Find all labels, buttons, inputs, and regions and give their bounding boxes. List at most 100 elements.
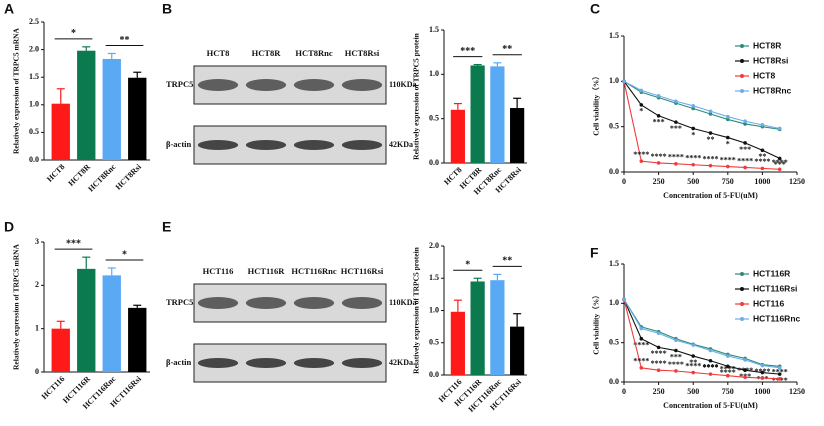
significance-label: **** <box>703 363 719 372</box>
legend-marker <box>740 272 744 276</box>
x-tick-label: 500 <box>687 177 699 186</box>
blot-band <box>341 297 383 309</box>
legend-marker <box>740 74 744 78</box>
x-tick-label: 1250 <box>789 177 805 186</box>
data-point <box>726 373 730 378</box>
x-tick-label: HCT8Rsi <box>114 162 144 192</box>
x-tick-label: 750 <box>722 177 734 186</box>
blot-band <box>245 297 287 309</box>
bar <box>51 103 70 160</box>
data-point <box>639 326 644 331</box>
data-point <box>760 363 765 368</box>
legend-label: HCT116Rsi <box>753 283 797 293</box>
significance-label: **** <box>633 150 649 159</box>
y-axis-label: Cell viability（%） <box>591 72 601 136</box>
significance-label: **** <box>651 349 667 358</box>
data-point <box>639 159 644 163</box>
panel-label: B <box>162 1 172 17</box>
y-tick-label: 2.0 <box>429 241 439 250</box>
blot-band <box>293 140 335 150</box>
x-tick-label: 1000 <box>754 177 770 186</box>
y-tick-label: 0.0 <box>429 158 439 167</box>
y-tick-label: 0.0 <box>609 377 619 386</box>
blot-band <box>197 358 239 368</box>
data-point <box>674 338 678 343</box>
bar <box>450 311 465 375</box>
data-point <box>656 161 661 165</box>
panel-label: D <box>4 219 14 235</box>
data-point <box>777 366 782 370</box>
series-line <box>623 80 780 130</box>
data-point <box>726 164 730 169</box>
y-tick-label: 0.0 <box>429 370 439 379</box>
significance-label: **** <box>668 360 684 369</box>
y-tick-label: 1.0 <box>609 298 619 307</box>
significance-label: ** <box>758 152 766 161</box>
data-point <box>777 167 782 172</box>
x-tick-label: 0 <box>622 177 626 186</box>
row-label: TRPC5 <box>166 297 193 307</box>
data-point <box>726 117 730 122</box>
y-tick-label: 1.0 <box>29 100 39 109</box>
legend-label: HCT116R <box>753 268 790 278</box>
y-axis-label: Relatively expression of TRPC5 mRNA <box>12 27 21 154</box>
x-tick-label: 250 <box>653 387 665 396</box>
data-point <box>691 104 695 108</box>
significance-label: **** <box>633 357 649 366</box>
data-point <box>760 123 765 127</box>
data-point <box>674 99 678 104</box>
data-point <box>708 163 713 168</box>
lane-label: HCT116Rnc <box>291 266 337 276</box>
bar <box>102 275 121 372</box>
blot-band <box>293 297 335 309</box>
y-tick-label: 1.0 <box>429 69 439 78</box>
bar <box>510 326 525 375</box>
bar <box>510 108 525 163</box>
significance-label: *** <box>66 238 81 249</box>
significance-label: ** <box>689 358 697 367</box>
data-point <box>743 119 747 124</box>
y-tick-label: 0.5 <box>29 127 39 136</box>
significance-label: *** <box>670 124 682 133</box>
bar <box>450 109 465 163</box>
significance-label: **** <box>668 153 684 162</box>
blot-band <box>341 358 383 368</box>
bar <box>77 50 96 161</box>
blot-band <box>341 140 383 150</box>
bar <box>128 77 147 160</box>
legend-marker <box>740 287 744 291</box>
data-point <box>639 366 644 370</box>
data-point <box>656 368 661 373</box>
y-tick-label: 1.0 <box>609 76 619 85</box>
data-point <box>708 131 713 135</box>
y-axis-label: Cell viability（%） <box>591 291 601 355</box>
bar <box>128 307 147 372</box>
legend-label: HCT8Rsi <box>753 55 788 65</box>
significance-label: *** <box>653 118 665 127</box>
significance-label: **** <box>685 361 701 370</box>
data-point <box>708 358 713 363</box>
data-point <box>674 348 678 353</box>
legend-marker <box>740 59 744 63</box>
y-tick-label: 0.5 <box>429 113 439 122</box>
significance-label: * <box>726 139 730 148</box>
significance-label: **** <box>651 359 667 368</box>
significance-label: * <box>122 249 127 260</box>
lane-label: HCT116Rsi <box>341 266 384 276</box>
significance-label: **** <box>703 363 719 372</box>
data-point <box>777 377 782 381</box>
panel-label: C <box>590 1 600 17</box>
data-point <box>656 345 661 350</box>
significance-label: *** <box>670 352 682 361</box>
x-tick-label: 500 <box>687 387 699 396</box>
significance-label: **** <box>772 158 788 167</box>
significance-label: *** <box>460 46 475 57</box>
y-tick-label: 0.5 <box>609 121 619 130</box>
y-tick-label: 1.5 <box>609 31 619 40</box>
lane-label: HCT8Rnc <box>295 48 333 58</box>
significance-label: * <box>691 130 695 139</box>
significance-label: **** <box>754 157 770 166</box>
significance-label: **** <box>720 368 736 377</box>
y-tick-label: 2.5 <box>29 17 39 26</box>
